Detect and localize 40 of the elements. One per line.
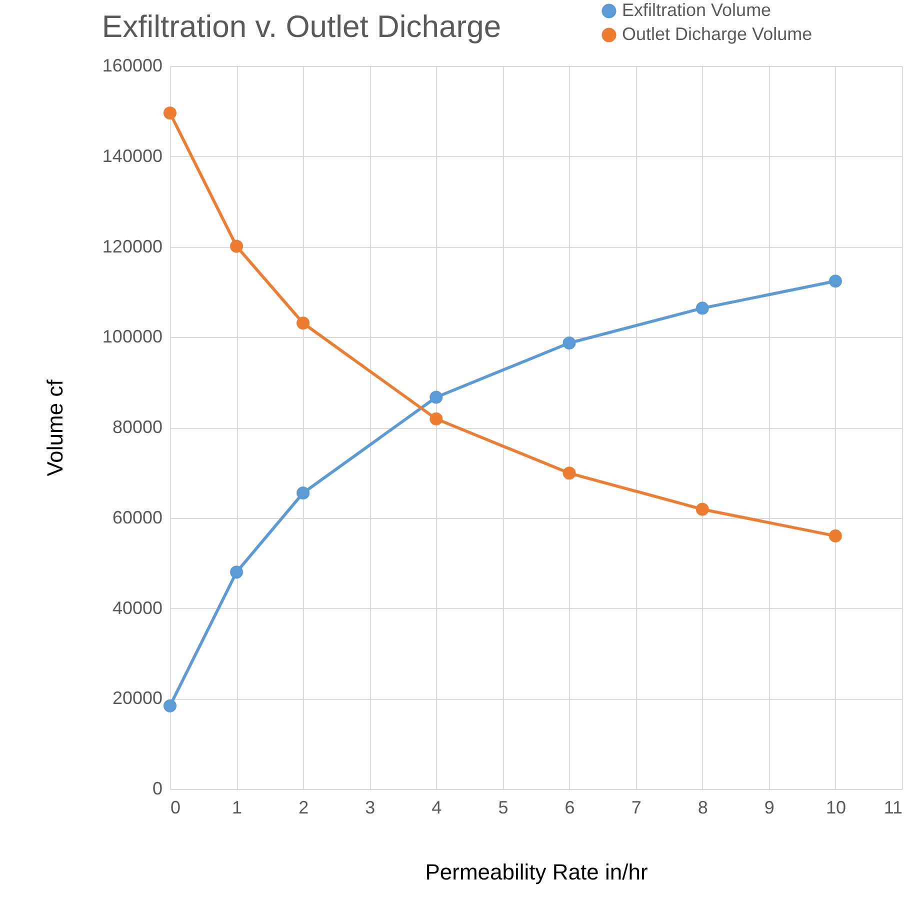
x-tick-label: 6 xyxy=(564,798,575,818)
point xyxy=(430,412,443,426)
x-tick-label: 0 xyxy=(170,798,181,818)
x-tick-label: 11 xyxy=(884,798,902,818)
y-tick-label: 0 xyxy=(152,778,162,798)
y-tick-label: 60000 xyxy=(112,507,162,528)
x-axis-title: Permeability Rate in/hr xyxy=(425,860,648,884)
point xyxy=(296,316,310,330)
x-tick-label: 10 xyxy=(826,798,846,818)
y-tick-label: 120000 xyxy=(102,236,162,256)
point xyxy=(562,336,576,350)
point xyxy=(828,274,842,288)
x-tick-label: 5 xyxy=(498,798,508,818)
legend-label: Outlet Dicharge Volume xyxy=(622,24,812,44)
point xyxy=(230,240,244,253)
x-tick-label: 2 xyxy=(298,798,309,818)
point xyxy=(696,502,709,516)
y-tick-label: 80000 xyxy=(112,417,162,437)
point xyxy=(430,390,443,404)
x-tick-label: 3 xyxy=(365,798,376,818)
x-tick-label: 1 xyxy=(232,798,242,818)
point xyxy=(828,529,842,542)
x-tick-label: 7 xyxy=(631,798,642,818)
point xyxy=(562,466,576,480)
y-tick-label: 20000 xyxy=(112,688,162,708)
point xyxy=(296,486,310,500)
y-tick-label: 40000 xyxy=(112,598,162,618)
x-tick-label: 9 xyxy=(764,798,774,818)
point xyxy=(696,302,709,315)
point xyxy=(163,106,177,120)
y-tick-label: 100000 xyxy=(102,326,162,347)
point xyxy=(230,566,244,579)
x-tick-label: 8 xyxy=(698,798,708,818)
chart-title: Exfiltration v. Outlet Dicharge xyxy=(102,9,502,44)
y-tick-label: 160000 xyxy=(102,56,162,76)
y-axis-title: Volume cf xyxy=(42,378,68,476)
legend-label: Exfiltration Volume xyxy=(622,0,772,20)
x-tick-label: 4 xyxy=(432,798,442,818)
y-tick-label: 140000 xyxy=(102,146,162,166)
point xyxy=(163,699,177,712)
